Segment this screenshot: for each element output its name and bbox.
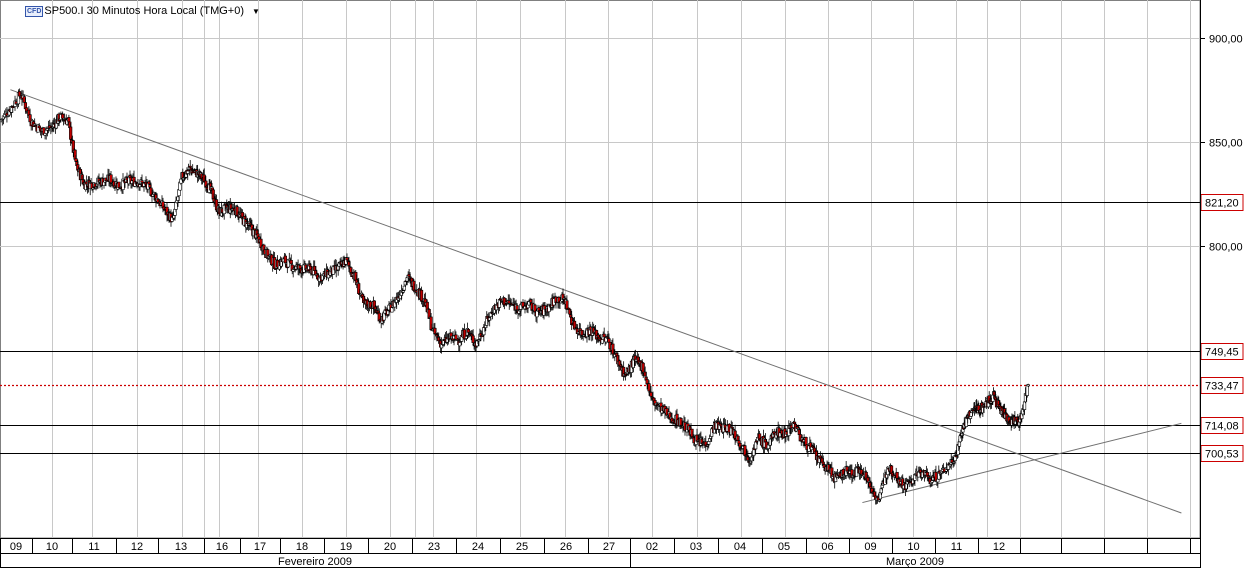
candle <box>401 290 405 293</box>
y-tick-label: 900,00 <box>1209 34 1243 46</box>
candle <box>471 335 475 343</box>
candle <box>879 488 883 494</box>
x-day-label: 24 <box>472 541 484 553</box>
plot-area[interactable] <box>0 0 1201 539</box>
x-day-label: 11 <box>951 541 962 553</box>
candle <box>298 265 302 269</box>
x-month-label: Fevereiro 2009 <box>278 556 352 568</box>
cfd-badge: CFD <box>25 5 44 17</box>
candle <box>291 269 295 272</box>
candle <box>454 334 458 340</box>
candle <box>121 178 125 190</box>
candle <box>792 421 797 424</box>
candle <box>533 304 537 313</box>
current-price-label: 733,47 <box>1205 381 1239 393</box>
candle <box>67 117 71 123</box>
candle <box>402 285 406 291</box>
candle <box>390 307 394 313</box>
x-day-label: 09 <box>10 541 22 553</box>
x-day-label: 02 <box>646 541 658 553</box>
candle <box>954 455 958 458</box>
y-tick-label: 850,00 <box>1209 138 1243 150</box>
candle <box>179 178 183 184</box>
candle <box>69 126 73 140</box>
trendline[interactable] <box>862 422 1182 504</box>
candle <box>283 255 287 264</box>
x-month-label: Março 2009 <box>886 556 944 568</box>
candle <box>969 412 973 417</box>
candle <box>1026 384 1030 387</box>
candle <box>647 383 651 392</box>
candle <box>243 216 247 220</box>
candle <box>953 455 957 461</box>
candle <box>188 165 192 168</box>
candle <box>419 289 424 302</box>
candle <box>74 158 78 162</box>
candle <box>971 409 975 411</box>
trendline[interactable] <box>10 89 1182 514</box>
level-label: 700,53 <box>1205 449 1239 461</box>
candle <box>738 442 742 448</box>
candle <box>600 339 604 344</box>
x-day-label: 18 <box>296 541 308 553</box>
candle <box>926 475 930 478</box>
x-day-label: 16 <box>216 541 228 553</box>
candle <box>37 125 41 129</box>
x-day-label: 27 <box>603 541 615 553</box>
x-day-label: 23 <box>428 541 440 553</box>
x-day-label: 25 <box>516 541 528 553</box>
x-day-label: 10 <box>46 541 58 553</box>
candle <box>186 170 190 174</box>
candle <box>958 435 962 443</box>
candle <box>240 212 245 218</box>
candle <box>224 203 228 206</box>
candle <box>61 113 65 119</box>
candle <box>602 333 606 338</box>
x-day-label: 10 <box>907 541 919 553</box>
candle <box>427 309 431 319</box>
chart-title-bar[interactable]: CFD SP500.I 30 Minutos Hora Local (TMG+0… <box>25 3 260 19</box>
candle <box>466 329 470 333</box>
candle <box>458 342 462 347</box>
level-label: 821,20 <box>1205 198 1239 210</box>
candle <box>649 392 653 397</box>
x-day-label: 09 <box>864 541 876 553</box>
candle <box>345 257 349 261</box>
x-day-label: 04 <box>734 541 746 553</box>
x-day-label: 17 <box>254 541 266 553</box>
x-day-label: 20 <box>384 541 396 553</box>
x-day-label: 05 <box>778 541 790 553</box>
chevron-down-icon[interactable]: ▼ <box>252 6 260 16</box>
level-label: 749,45 <box>1205 347 1239 359</box>
candle <box>930 480 934 483</box>
candle <box>968 416 973 419</box>
candle <box>957 441 962 447</box>
x-day-label: 11 <box>88 541 99 553</box>
y-tick-label: 800,00 <box>1209 242 1243 254</box>
x-day-label: 12 <box>993 541 1005 553</box>
x-day-label: 03 <box>690 541 702 553</box>
candle <box>515 305 519 311</box>
level-label: 714,08 <box>1205 421 1239 433</box>
x-day-label: 13 <box>175 541 187 553</box>
candle <box>477 339 481 342</box>
candle <box>81 179 85 185</box>
x-day-label: 26 <box>560 541 572 553</box>
candle <box>252 228 257 231</box>
x-axis-month-row <box>0 553 1201 568</box>
x-day-label: 19 <box>340 541 352 553</box>
x-day-label: 06 <box>821 541 833 553</box>
chart-title: SP500.I 30 Minutos Hora Local (TMG+0) <box>44 5 245 17</box>
candle <box>266 249 270 259</box>
x-day-label: 12 <box>131 541 143 553</box>
candle <box>992 391 996 396</box>
candle <box>289 259 293 265</box>
candle <box>960 433 964 436</box>
